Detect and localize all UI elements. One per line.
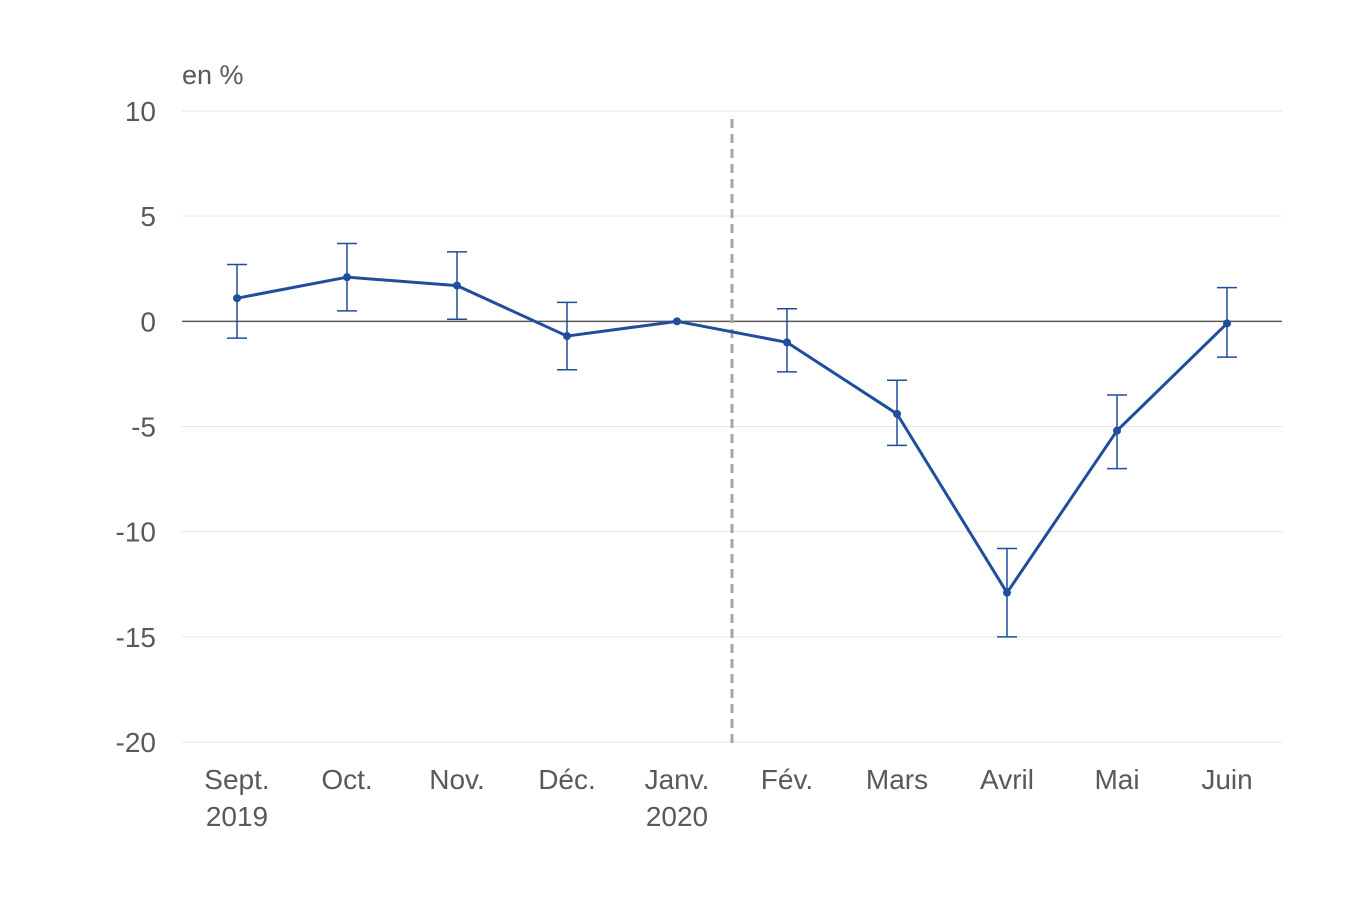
y-tick-label: 5: [140, 201, 156, 232]
x-tick-label: Fév.: [761, 764, 813, 795]
x-tick-label: Mars: [866, 764, 928, 795]
x-tick-label: Juin: [1201, 764, 1252, 795]
x-tick-label: Mai: [1094, 764, 1139, 795]
data-point: [673, 317, 681, 326]
x-tick-label: Sept.: [204, 764, 269, 795]
y-tick-label: -15: [116, 622, 156, 653]
x-tick-label: Avril: [980, 764, 1034, 795]
data-point: [1003, 588, 1011, 597]
x-axis-ticks: Sept. 2019 Oct. Nov. Déc. Janv. 2020 Fév. Mars Av…: [204, 764, 1252, 832]
data-point: [1223, 319, 1231, 328]
y-tick-label: 10: [125, 96, 156, 127]
x-tick-year-label: 2020: [646, 801, 708, 832]
x-tick-label: Déc.: [538, 764, 596, 795]
series: [233, 273, 1231, 597]
data-point: [233, 294, 241, 303]
x-tick-label: Nov.: [429, 764, 485, 795]
data-point: [1113, 426, 1121, 435]
data-point: [783, 338, 791, 347]
x-tick-label: Janv.: [645, 764, 710, 795]
y-tick-label: -10: [116, 517, 156, 548]
data-point: [343, 273, 351, 282]
y-axis-ticks: 10 5 0 -5 -10 -15 -20: [116, 96, 156, 758]
y-tick-label: 0: [140, 306, 156, 337]
data-point: [453, 281, 461, 290]
data-point: [563, 332, 571, 341]
x-tick-year-label: 2019: [206, 801, 268, 832]
y-tick-label: -5: [131, 412, 156, 443]
y-tick-label: -20: [116, 727, 156, 758]
data-point: [893, 409, 901, 418]
y-axis-unit-label: en %: [182, 60, 244, 90]
x-tick-label: Oct.: [321, 764, 372, 795]
series-line: [236, 275, 1229, 595]
